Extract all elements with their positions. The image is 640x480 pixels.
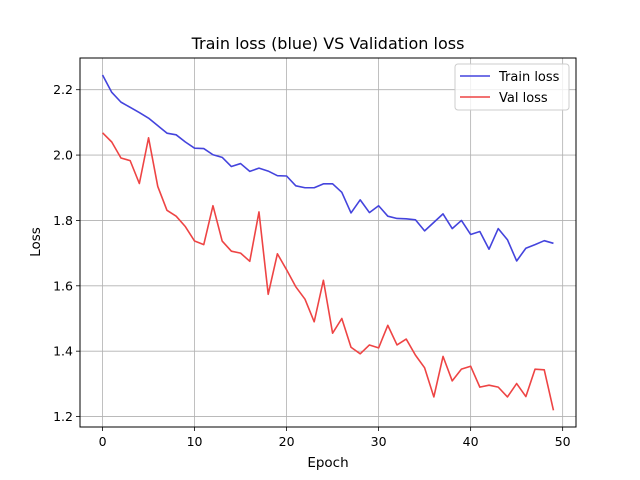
- series-lines: [101, 74, 555, 411]
- series-line-train-loss: [101, 74, 554, 262]
- y-tick-label: 1.6: [53, 278, 73, 293]
- legend: Train loss Val loss: [454, 63, 570, 111]
- y-axis-label: Loss: [28, 227, 44, 257]
- x-tick-label: 50: [555, 434, 571, 449]
- legend-label-train-loss: Train loss: [498, 70, 560, 85]
- y-tick-label: 1.8: [53, 213, 73, 228]
- x-tick-label: 40: [463, 434, 479, 449]
- grid: [80, 58, 576, 427]
- legend-label-val-loss: Val loss: [499, 91, 548, 106]
- x-tick-label: 20: [279, 434, 295, 449]
- axis-ticks: 0 10 20 30 40 50 1.2 1.4 1.6 1.8 2.0 2.2: [53, 82, 571, 449]
- y-tick-label: 1.4: [53, 344, 73, 359]
- y-tick-label: 1.2: [53, 409, 73, 424]
- x-tick-label: 30: [371, 434, 387, 449]
- y-tick-label: 2.2: [53, 82, 73, 97]
- plot-frame: [79, 57, 577, 428]
- y-tick-label: 2.0: [53, 148, 73, 163]
- x-tick-label: 10: [187, 434, 203, 449]
- series-line-val-loss: [101, 132, 555, 411]
- x-axis-label: Epoch: [307, 455, 348, 471]
- chart-title: Train loss (blue) VS Validation loss: [191, 34, 465, 53]
- x-tick-label: 0: [99, 434, 107, 449]
